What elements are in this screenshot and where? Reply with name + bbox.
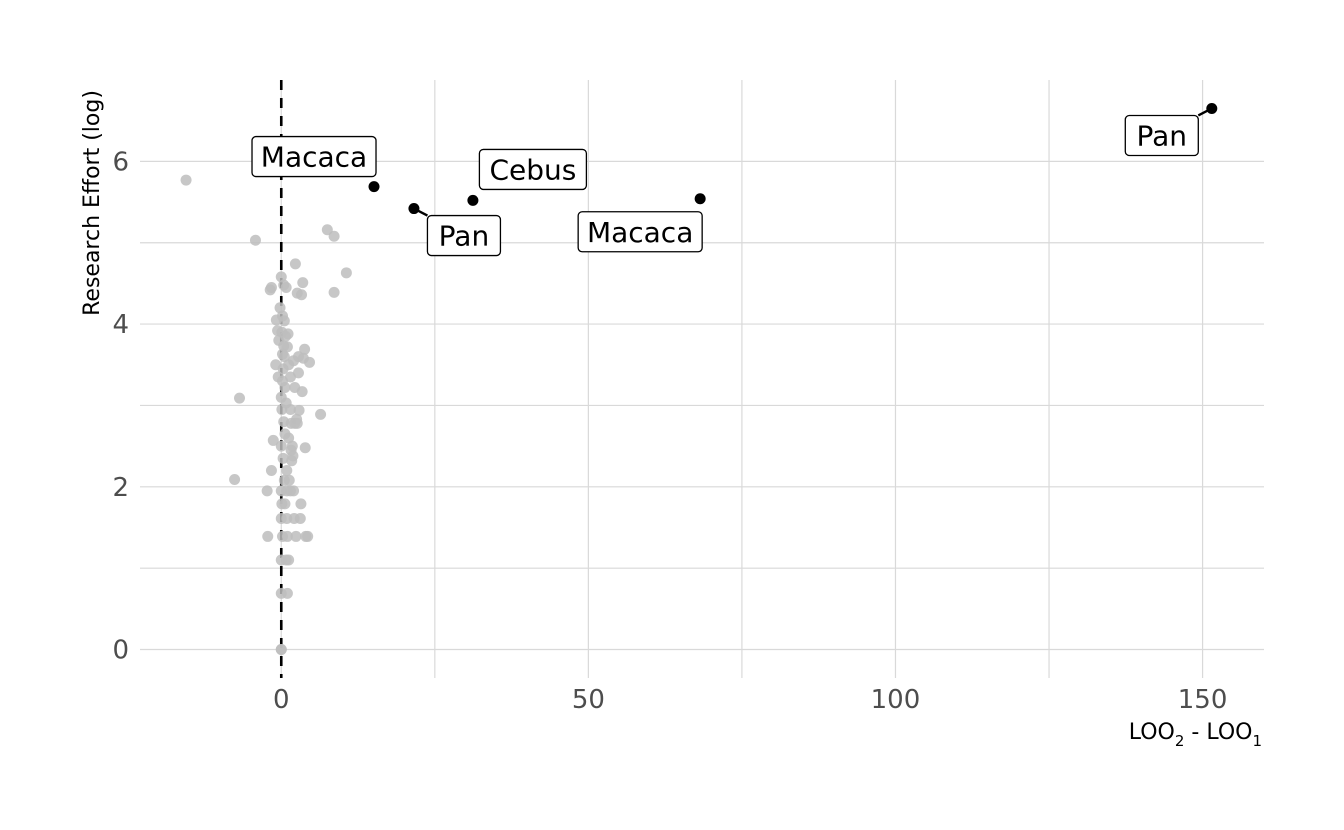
data-point	[299, 343, 311, 355]
point-label: Macaca	[587, 216, 693, 249]
point-label: Cebus	[489, 153, 576, 186]
data-point	[294, 513, 306, 525]
data-point	[281, 341, 293, 353]
x-tick-label: 150	[1178, 685, 1228, 715]
point-labels-layer: Macaca Pan Cebus Macaca Pan	[251, 107, 1213, 257]
data-point	[281, 587, 293, 599]
data-point	[299, 442, 311, 454]
y-axis-title: Research Effort (log)	[80, 90, 105, 316]
point-label: Pan	[1137, 119, 1188, 152]
data-point	[291, 417, 303, 429]
y-tick-label: 0	[112, 636, 129, 666]
x-axis-title: LOO2 - LOO1	[1129, 720, 1262, 750]
data-point	[283, 554, 295, 566]
highlight-data-point	[368, 181, 380, 193]
data-point	[262, 530, 274, 542]
x-tick-label: 100	[871, 685, 921, 715]
point-label-box	[478, 148, 588, 191]
y-tick-label: 2	[112, 473, 129, 503]
point-label-box	[577, 211, 703, 253]
data-point	[278, 279, 290, 291]
data-point	[180, 174, 192, 186]
point-label-box	[251, 135, 377, 178]
data-point	[277, 452, 289, 464]
tick-labels-layer: 0 50 100 150 0 2 4 6	[112, 147, 1227, 715]
data-point	[275, 440, 287, 452]
data-point	[278, 351, 290, 363]
y-tick-label: 6	[112, 147, 129, 177]
data-point	[283, 432, 295, 444]
point-label: Pan	[439, 220, 490, 253]
data-point	[279, 498, 291, 510]
data-point	[281, 465, 293, 477]
data-point	[296, 386, 308, 398]
data-point	[302, 530, 314, 542]
x-axis-title-subscript: 1	[1252, 732, 1262, 750]
data-point	[280, 397, 292, 409]
data-point	[293, 404, 305, 416]
data-point	[288, 485, 300, 497]
data-point	[292, 367, 304, 379]
data-point	[295, 498, 307, 510]
data-point	[261, 485, 273, 497]
data-point	[265, 281, 277, 293]
data-point	[287, 450, 299, 462]
x-axis-title-part: - LOO	[1184, 720, 1252, 745]
label-leader-line	[413, 207, 428, 217]
y-tick-label: 4	[112, 310, 129, 340]
point-label: Macaca	[261, 141, 367, 174]
highlight-data-point	[467, 194, 479, 206]
data-point	[249, 234, 261, 246]
data-point	[229, 473, 241, 485]
point-label-box	[1124, 114, 1199, 157]
data-point	[296, 289, 308, 301]
data-point	[265, 465, 277, 477]
label-leader-line	[1197, 107, 1213, 117]
data-point	[275, 644, 287, 656]
data-point	[234, 392, 246, 404]
data-point	[290, 530, 302, 542]
highlight-data-point	[694, 193, 706, 205]
x-tick-label: 0	[273, 685, 290, 715]
x-axis-title-part: LOO	[1129, 720, 1175, 745]
data-point	[297, 277, 309, 289]
x-tick-label: 50	[572, 685, 605, 715]
data-point	[340, 267, 352, 279]
data-point	[328, 286, 340, 298]
highlight-points-layer	[368, 102, 1218, 215]
data-point	[315, 408, 327, 420]
data-point	[267, 434, 279, 446]
data-point	[282, 328, 294, 340]
point-label-box	[426, 214, 502, 257]
x-axis-title-subscript: 2	[1175, 732, 1185, 750]
data-point	[283, 474, 295, 486]
data-point	[278, 315, 290, 327]
data-point	[281, 530, 293, 542]
data-point	[289, 258, 301, 270]
background-points-layer	[180, 174, 352, 656]
data-point	[304, 356, 316, 368]
data-point	[328, 230, 340, 242]
